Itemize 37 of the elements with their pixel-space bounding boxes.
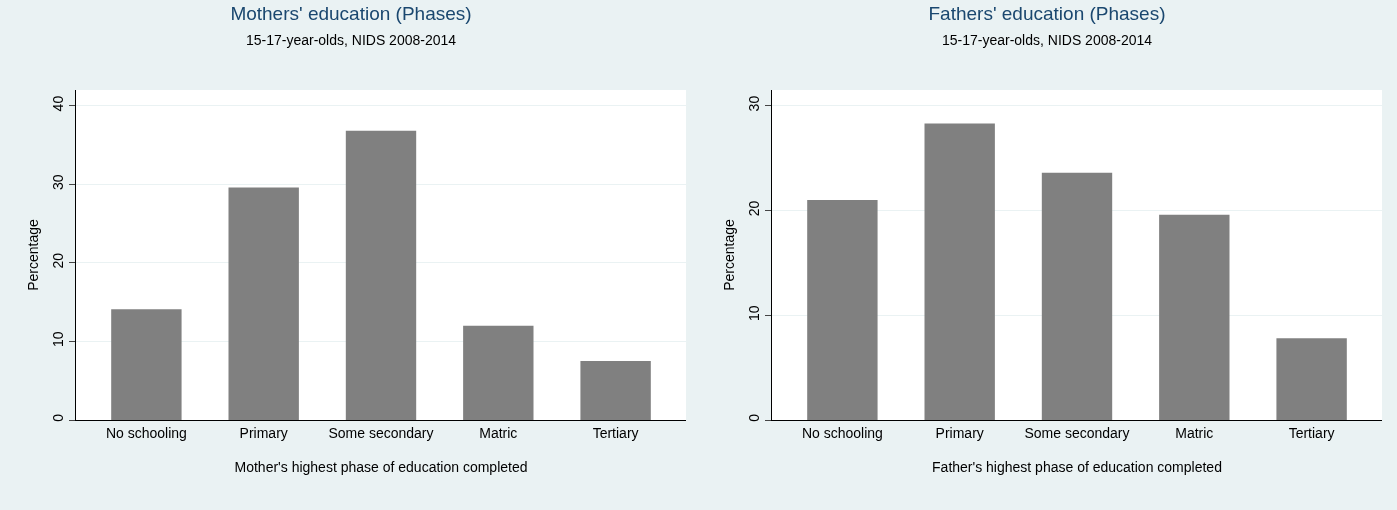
chart-title: Mothers' education (Phases) (230, 3, 472, 24)
y-tick-label: 40 (50, 95, 67, 112)
bar (1159, 214, 1230, 420)
bar (924, 123, 995, 420)
x-tick-label: No schooling (105, 424, 187, 441)
y-tick-label: 20 (746, 200, 763, 217)
bar (807, 200, 878, 420)
chart-subtitle: 15-17-year-olds, NIDS 2008-2014 (245, 31, 457, 48)
y-tick-label: 10 (746, 305, 763, 321)
y-tick-label: 30 (50, 174, 67, 190)
bar (228, 187, 299, 420)
y-tick-label: 0 (746, 413, 763, 422)
chart-title: Fathers' education (Phases) (928, 3, 1166, 24)
y-tick-label: 30 (746, 95, 763, 112)
y-tick-label: 20 (50, 252, 67, 269)
x-tick-label: Matric (1175, 424, 1214, 441)
y-axis-title: Percentage (25, 218, 41, 291)
bar (345, 130, 417, 420)
x-tick-label: Matric (479, 424, 518, 441)
chart-subtitle: 15-17-year-olds, NIDS 2008-2014 (941, 31, 1153, 48)
y-axis-title: Percentage (721, 218, 737, 291)
bar (111, 309, 182, 420)
bar (463, 325, 534, 420)
x-tick-label: No schooling (801, 424, 883, 441)
x-tick-label: Some secondary (328, 424, 434, 441)
y-tick-label: 10 (50, 331, 67, 348)
x-tick-label: Tertiary (1288, 424, 1335, 441)
bar (1041, 172, 1113, 420)
y-tick-label: 0 (50, 413, 67, 422)
x-tick-label: Primary (935, 424, 984, 441)
x-tick-label: Primary (239, 424, 288, 441)
bar (580, 361, 651, 420)
bar (1276, 338, 1347, 420)
x-axis-title: Mother's highest phase of education completed (234, 459, 528, 475)
x-axis-title: Father's highest phase of education completed (932, 459, 1222, 475)
x-tick-label: Tertiary (592, 424, 639, 441)
x-tick-label: Some secondary (1024, 424, 1130, 441)
